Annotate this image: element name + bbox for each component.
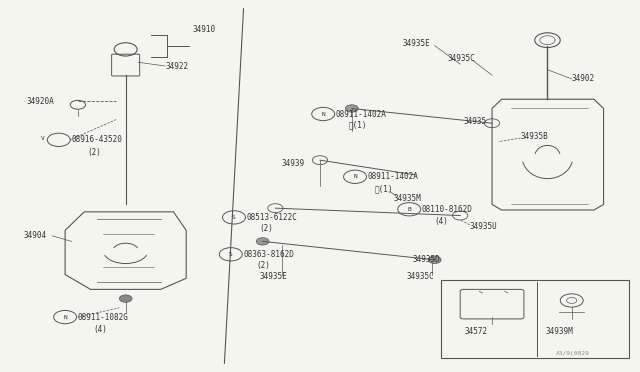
Text: 34935E: 34935E xyxy=(403,39,431,48)
Text: 、(1): 、(1) xyxy=(349,121,367,129)
Text: A3/9(0029: A3/9(0029 xyxy=(556,352,589,356)
Text: 34935: 34935 xyxy=(463,117,486,126)
Text: 08916-43520: 08916-43520 xyxy=(72,135,122,144)
Text: 08363-8162D: 08363-8162D xyxy=(244,250,294,259)
Text: (2): (2) xyxy=(259,224,273,233)
Text: S: S xyxy=(232,215,236,220)
Text: 34935M: 34935M xyxy=(394,195,421,203)
Text: 34935E: 34935E xyxy=(259,272,287,281)
Text: (4): (4) xyxy=(435,217,449,225)
Text: N: N xyxy=(63,315,67,320)
Text: 34920A: 34920A xyxy=(27,97,54,106)
Circle shape xyxy=(119,295,132,302)
Text: (4): (4) xyxy=(94,326,108,334)
Text: 08110-8162D: 08110-8162D xyxy=(422,205,473,214)
Text: (2): (2) xyxy=(256,261,270,270)
Text: 34904: 34904 xyxy=(24,231,47,240)
Text: (2): (2) xyxy=(88,148,101,157)
Text: V: V xyxy=(41,135,45,141)
Text: 34935B: 34935B xyxy=(521,132,548,141)
Text: 34939: 34939 xyxy=(282,159,305,169)
Text: 08911-1082G: 08911-1082G xyxy=(78,312,129,321)
Text: 34935C: 34935C xyxy=(406,272,434,281)
Circle shape xyxy=(346,105,358,112)
Text: 34935U: 34935U xyxy=(470,222,497,231)
Text: 34902: 34902 xyxy=(572,74,595,83)
Text: 、(1): 、(1) xyxy=(374,185,393,193)
Text: 34910: 34910 xyxy=(193,25,216,33)
Text: 08911-1402A: 08911-1402A xyxy=(336,109,387,119)
Text: 34935D: 34935D xyxy=(412,255,440,264)
Text: 34572: 34572 xyxy=(465,327,488,336)
Text: N: N xyxy=(353,174,357,179)
Text: B: B xyxy=(407,207,411,212)
Text: 08513-6122C: 08513-6122C xyxy=(246,213,298,222)
Text: 34939M: 34939M xyxy=(545,327,573,336)
Text: S: S xyxy=(229,252,233,257)
Circle shape xyxy=(256,238,269,245)
Text: 34922: 34922 xyxy=(165,61,188,71)
Text: 34935C: 34935C xyxy=(447,54,475,63)
Circle shape xyxy=(428,256,441,263)
Text: N: N xyxy=(321,112,325,116)
Text: 08911-1402A: 08911-1402A xyxy=(368,172,419,181)
